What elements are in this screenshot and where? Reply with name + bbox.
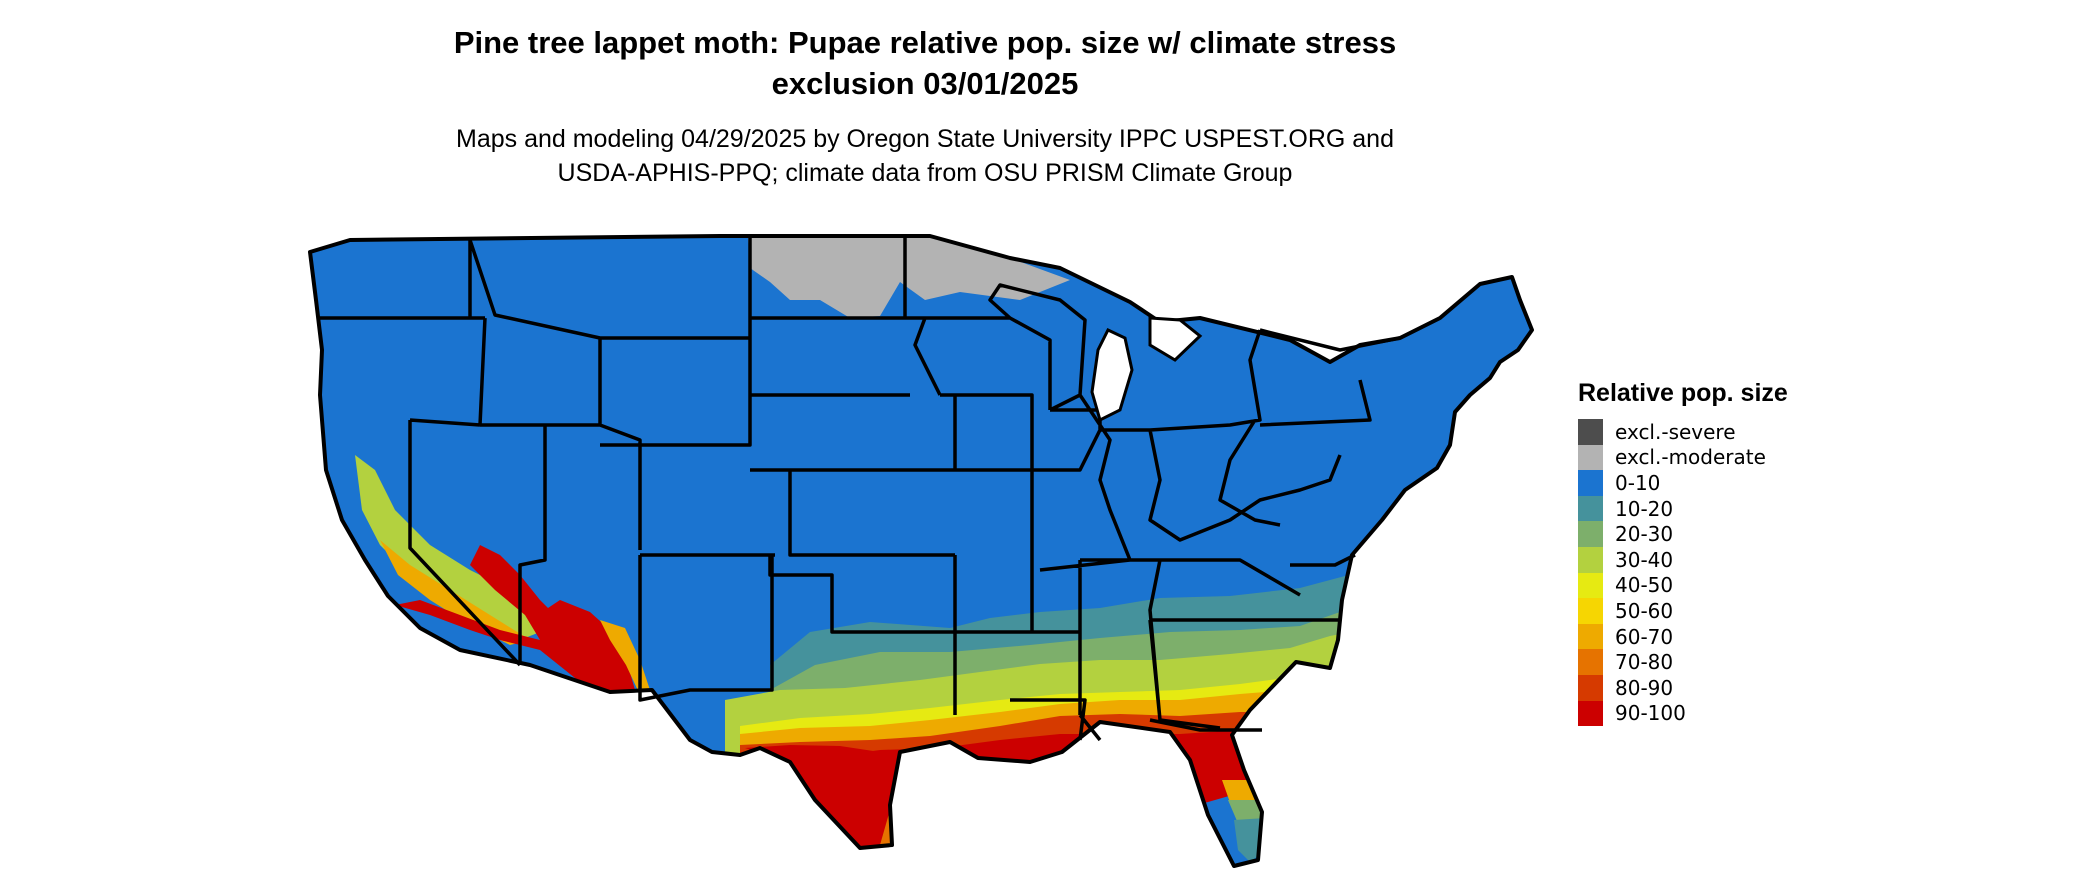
legend-item: 20-30 (1578, 521, 1788, 547)
california-orange-band (380, 540, 530, 645)
legend-items: excl.-severe excl.-moderate 0-10 10-20 2… (1578, 419, 1788, 727)
legend-item: 0-10 (1578, 470, 1788, 496)
legend-item: 10-20 (1578, 495, 1788, 522)
legend-item: 70-80 (1578, 649, 1788, 675)
legend-title: Relative pop. size (1578, 379, 1788, 407)
legend-label: 80-90 (1615, 675, 1674, 700)
legend-label: 70-80 (1615, 650, 1674, 675)
legend-label: excl.-moderate (1615, 445, 1766, 470)
map-title-line-2: exclusion 03/01/2025 (771, 66, 1079, 101)
legend-swatch (1578, 649, 1603, 675)
map-subtitle: Maps and modeling 04/29/2025 by Oregon S… (340, 122, 1510, 190)
legend-item: 40-50 (1578, 572, 1788, 599)
legend-item: 60-70 (1578, 623, 1788, 650)
legend-label: 10-20 (1615, 496, 1674, 521)
legend: Relative pop. size excl.-severe excl.-mo… (1578, 378, 1788, 727)
map-title: Pine tree lappet moth: Pupae relative po… (340, 22, 1510, 104)
legend-label: 90-100 (1615, 701, 1686, 726)
legend-swatch (1578, 623, 1603, 650)
legend-item: 30-40 (1578, 546, 1788, 573)
map-title-line-1: Pine tree lappet moth: Pupae relative po… (453, 25, 1397, 60)
great-lakes (1090, 316, 1203, 423)
legend-label: 0-10 (1615, 470, 1661, 495)
legend-swatch (1578, 419, 1603, 445)
legend-item: excl.-moderate (1578, 444, 1788, 471)
legend-item: 90-100 (1578, 700, 1788, 727)
legend-label: 40-50 (1615, 573, 1674, 598)
legend-label: 20-30 (1615, 522, 1674, 547)
legend-item: 50-60 (1578, 598, 1788, 624)
arizona-orange-fringe (600, 620, 650, 695)
legend-label: excl.-severe (1615, 419, 1736, 444)
legend-item: excl.-severe (1578, 419, 1788, 445)
california-green-band (355, 455, 545, 640)
legend-label: 60-70 (1615, 624, 1674, 649)
legend-swatch (1578, 598, 1603, 624)
legend-label: 30-40 (1615, 547, 1674, 572)
legend-swatch (1578, 521, 1603, 547)
legend-item: 80-90 (1578, 674, 1788, 701)
lake-michigan (1090, 328, 1134, 423)
legend-swatch (1578, 495, 1603, 522)
southwest-red-region (395, 545, 615, 700)
arizona-red-region (530, 600, 635, 695)
legend-label: 50-60 (1615, 598, 1674, 623)
legend-swatch (1578, 546, 1603, 573)
map-subtitle-line-1: Maps and modeling 04/29/2025 by Oregon S… (456, 125, 1394, 153)
legend-swatch (1578, 700, 1603, 727)
legend-swatch (1578, 444, 1603, 471)
legend-swatch (1578, 572, 1603, 599)
excluded-region-north (748, 236, 1070, 318)
legend-swatch (1578, 674, 1603, 701)
map-subtitle-line-2: USDA-APHIS-PPQ; climate data from OSU PR… (557, 159, 1293, 187)
lake-huron (1148, 316, 1203, 362)
legend-swatch (1578, 470, 1603, 496)
us-outline (308, 234, 1534, 868)
